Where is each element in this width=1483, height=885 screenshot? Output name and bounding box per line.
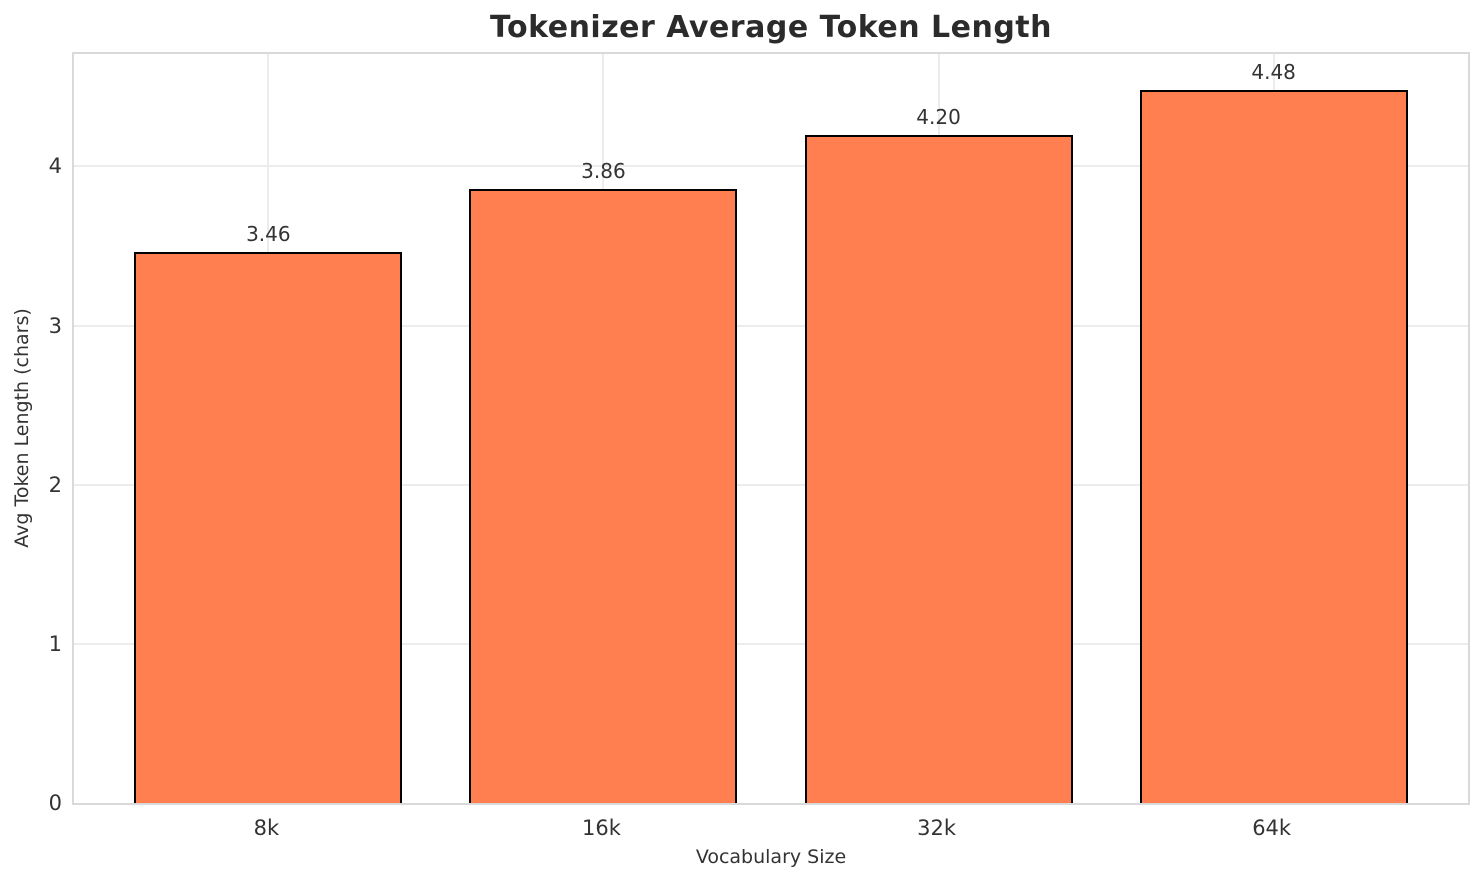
gridline-horizontal — [74, 165, 1468, 168]
x-tick-label: 8k — [253, 816, 280, 840]
y-axis-label: Avg Token Length (chars) — [11, 308, 33, 548]
bar-value-label: 3.46 — [246, 222, 291, 247]
bar-value-label: 4.20 — [916, 104, 961, 129]
y-tick-label: 1 — [48, 631, 62, 656]
bar — [1139, 89, 1408, 803]
x-tick-label: 64k — [1252, 816, 1292, 840]
x-tick-labels: 8k 16k 32k 64k — [72, 815, 1470, 843]
chart-title: Tokenizer Average Token Length — [489, 10, 1052, 45]
y-tick-label: 2 — [48, 472, 62, 497]
gridline-horizontal — [74, 483, 1468, 486]
bar-value-label: 3.86 — [581, 158, 626, 183]
gridline-horizontal — [74, 324, 1468, 327]
x-axis-label: Vocabulary Size — [695, 846, 847, 868]
bar — [804, 134, 1073, 803]
bar — [134, 252, 403, 803]
y-tick-label: 4 — [48, 154, 62, 179]
y-tick-label: 3 — [48, 313, 62, 338]
y-tick-label: 0 — [48, 791, 62, 815]
plot-area: 3.46 3.86 4.20 4.48 — [72, 52, 1470, 805]
gridline-horizontal — [74, 642, 1468, 645]
bar — [469, 188, 738, 803]
bar-value-label: 4.48 — [1251, 59, 1296, 84]
x-tick-label: 16k — [581, 816, 621, 840]
x-tick-label: 32k — [917, 816, 956, 840]
